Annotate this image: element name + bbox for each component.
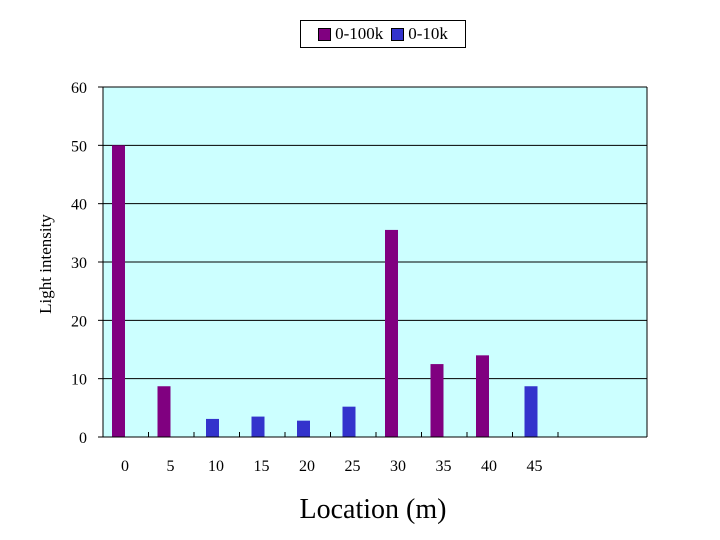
bar-series-1 [430,364,444,437]
x-tick-label: 15 [254,458,270,475]
bar-series-2 [297,420,310,437]
bar-series-2 [251,416,265,437]
x-tick-label: 30 [390,458,406,475]
y-tick-label: 20 [71,313,87,330]
legend-swatch-series-2 [391,27,405,41]
bar-series-2 [206,418,219,437]
x-tick-label: 5 [167,458,175,475]
bar-series-1 [157,386,171,437]
gridlines [103,86,647,380]
legend-label-series-1: 0-100k [335,24,384,43]
axes [98,86,648,438]
y-tick-labels: 0 10 20 30 40 50 60 [71,80,87,447]
x-tick-label: 20 [299,458,315,475]
x-tick-label: 40 [481,458,497,475]
y-tick-label: 50 [71,138,87,155]
x-tick-label: 0 [121,458,129,475]
x-tick-label: 45 [527,458,543,475]
legend-swatch-series-1 [318,27,332,41]
bar-series-1 [476,355,489,437]
y-tick-label: 60 [71,80,87,97]
x-tick-label: 10 [208,458,224,475]
bar-series-1 [112,145,125,438]
x-tick-label: 35 [436,458,452,475]
y-tick-label: 40 [71,197,87,214]
legend: 0-100k 0-10k [300,20,466,48]
y-axis-label: Light intensity [36,214,55,314]
bar-series-1 [385,229,398,437]
bar-series-2 [342,406,356,437]
legend-item-series-2: 0-10k [391,24,448,44]
legend-label-series-2: 0-10k [408,24,448,43]
x-tick-labels: 0 5 10 15 20 25 30 35 40 45 [121,458,543,475]
x-tick-label: 25 [345,458,361,475]
y-tick-label: 0 [79,430,87,447]
x-axis-label: Location (m) [299,494,447,525]
bars [112,145,538,438]
y-tick-label: 10 [71,372,87,389]
y-tick-label: 30 [71,255,87,272]
legend-item-series-1: 0-100k [318,24,383,44]
bar-series-2 [524,386,538,437]
